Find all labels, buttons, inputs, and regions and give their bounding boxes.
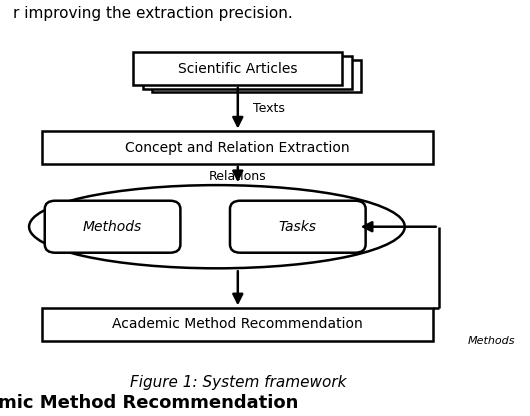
- Text: Relations: Relations: [209, 170, 267, 183]
- Ellipse shape: [29, 185, 405, 268]
- FancyBboxPatch shape: [230, 201, 366, 253]
- Text: r improving the extraction precision.: r improving the extraction precision.: [13, 6, 293, 21]
- FancyBboxPatch shape: [45, 201, 180, 253]
- FancyBboxPatch shape: [152, 60, 361, 92]
- FancyBboxPatch shape: [42, 308, 434, 341]
- Text: mic Method Recommendation: mic Method Recommendation: [0, 394, 298, 412]
- Text: Figure 1: System framework: Figure 1: System framework: [129, 375, 346, 390]
- Text: Tasks: Tasks: [279, 220, 317, 234]
- Text: Concept and Relation Extraction: Concept and Relation Extraction: [126, 141, 350, 155]
- Text: Methods: Methods: [83, 220, 142, 234]
- Text: Academic Method Recommendation: Academic Method Recommendation: [112, 317, 363, 332]
- Text: Methods: Methods: [467, 336, 515, 346]
- Text: Scientific Articles: Scientific Articles: [178, 62, 297, 76]
- FancyBboxPatch shape: [134, 52, 342, 85]
- Text: Texts: Texts: [253, 102, 285, 115]
- FancyBboxPatch shape: [143, 56, 351, 89]
- FancyBboxPatch shape: [42, 131, 434, 164]
